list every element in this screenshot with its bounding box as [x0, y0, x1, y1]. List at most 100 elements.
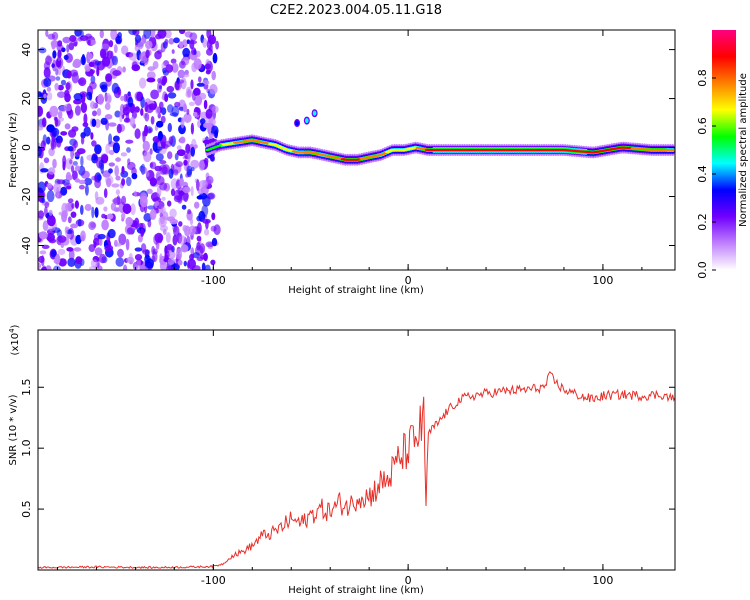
noise-blob [38, 145, 43, 157]
noise-blob [204, 264, 211, 270]
noise-blob [210, 225, 217, 232]
noise-blob [107, 228, 116, 239]
noise-blob [140, 96, 145, 109]
noise-blob [40, 168, 49, 173]
noise-blob [183, 113, 192, 123]
noise-blob [178, 124, 186, 135]
noise-blob [182, 47, 191, 58]
noise-blob [64, 226, 68, 234]
noise-blob [115, 189, 120, 195]
noise-blob [186, 108, 190, 115]
noise-blob [108, 133, 113, 145]
spectrogram-y-ticks: -40 -20 0 20 40 [20, 43, 675, 255]
noise-blob [45, 55, 52, 66]
noise-blob [77, 218, 82, 227]
noise-blob [164, 30, 172, 39]
noise-blob [188, 225, 196, 236]
noise-blob [134, 254, 143, 261]
noise-blob [143, 213, 152, 222]
noise-blob [108, 168, 113, 174]
noise-blob [84, 184, 89, 196]
noise-blob [197, 188, 204, 195]
noise-blob [166, 243, 174, 251]
noise-blob [66, 247, 73, 252]
noise-blob [185, 143, 191, 154]
noise-blob [171, 62, 179, 73]
noise-blob [131, 172, 138, 180]
colorbar-label: Normalized spectral amplitude [738, 73, 749, 227]
noise-blob [68, 42, 75, 51]
noise-blob [97, 93, 104, 105]
noise-blob [142, 249, 151, 255]
noise-blob [47, 236, 52, 241]
noise-blob [210, 259, 216, 265]
noise-blob [114, 242, 122, 247]
noise-blob [57, 49, 62, 59]
noise-blob [187, 151, 191, 163]
noise-blob [184, 225, 191, 237]
noise-blob [199, 92, 207, 100]
noise-blob [200, 118, 206, 125]
noise-blob [66, 70, 72, 79]
noise-blob [68, 249, 75, 261]
noise-blob [194, 144, 198, 149]
noise-blob [149, 209, 157, 221]
noise-blob [165, 232, 171, 243]
spectrogram-frame [37, 29, 676, 271]
noise-blob [147, 205, 156, 210]
noise-blob [194, 201, 200, 209]
noise-blob [62, 36, 71, 44]
noise-blob [88, 221, 96, 231]
spectrogram-y-label: Frequency (Hz) [8, 112, 19, 188]
noise-blob [203, 252, 208, 262]
noise-blob [69, 69, 79, 77]
noise-blob [103, 188, 108, 199]
noise-blob [52, 140, 57, 150]
noise-blob [65, 82, 71, 91]
noise-blob [154, 200, 160, 207]
noise-blob [190, 186, 194, 197]
noise-blob [197, 222, 202, 235]
noise-blob [204, 63, 211, 70]
noise-blob [126, 176, 132, 187]
y-tick-label: -40 [20, 237, 33, 255]
colorbar-tick-label: 0.0 [696, 261, 709, 279]
noise-blob [88, 61, 95, 67]
noise-blob [174, 152, 179, 161]
noise-blob [175, 248, 183, 260]
noise-blob [165, 64, 174, 73]
noise-blob [212, 52, 218, 64]
ridge-mark [670, 148, 675, 152]
noise-blob [60, 131, 68, 136]
noise-blob [161, 196, 166, 201]
noise-blob [142, 140, 150, 152]
y-tick-label: 40 [20, 43, 33, 57]
noise-blob [206, 48, 213, 56]
noise-blob [189, 217, 194, 226]
noise-blob [67, 216, 72, 224]
x-tick-label: 100 [592, 574, 613, 587]
noise-blob [74, 30, 82, 37]
noise-blob [98, 159, 105, 170]
noise-blob [181, 204, 187, 210]
noise-blob [57, 111, 63, 119]
noise-blob [42, 220, 49, 232]
noise-blob [190, 79, 194, 90]
noise-blob [101, 43, 110, 50]
noise-blob [74, 165, 81, 172]
noise-blob [150, 30, 156, 38]
noise-blob [167, 257, 175, 265]
noise-blob [161, 78, 167, 86]
noise-blob [159, 164, 168, 176]
noise-blob [85, 33, 92, 39]
noise-blob [38, 231, 48, 240]
noise-blob [159, 225, 169, 232]
noise-blob [38, 262, 42, 269]
noise-blob [159, 253, 163, 262]
noise-blob [134, 91, 142, 102]
noise-blob [169, 218, 178, 225]
noise-blob [75, 256, 83, 265]
noise-blob [97, 233, 106, 240]
noise-blob [144, 112, 150, 122]
noise-blob [205, 241, 214, 248]
